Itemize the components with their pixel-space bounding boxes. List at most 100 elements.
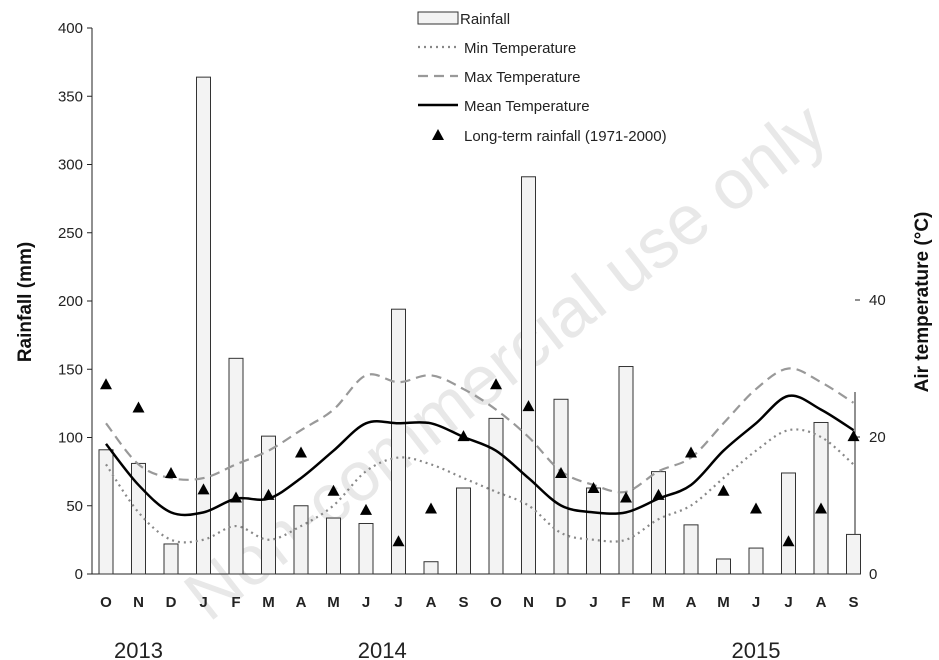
month-label: M <box>327 594 340 611</box>
line-min-temperature <box>105 428 855 544</box>
rainfall-bar <box>846 533 861 575</box>
month-label: A <box>816 594 827 611</box>
rainfall-bar <box>261 435 276 575</box>
y2-axis-title: Air temperature (°C) <box>912 212 933 393</box>
month-label: M <box>652 594 665 611</box>
rainfall-bar <box>326 517 341 575</box>
left-tick-label: 100 <box>58 430 83 447</box>
right-tick-label: 40 <box>869 292 886 309</box>
long-term-marker <box>360 503 372 515</box>
rainfall-bars <box>98 76 861 575</box>
year-label: 2014 <box>358 638 407 660</box>
month-label: A <box>296 594 307 611</box>
legend-label: Long-term rainfall (1971-2000) <box>464 128 667 145</box>
month-label: D <box>556 594 567 611</box>
rainfall-bar <box>391 308 406 575</box>
rainfall-bar <box>781 472 796 575</box>
rainfall-bar <box>488 417 504 575</box>
rainfall-bar <box>293 505 309 575</box>
long-term-marker <box>522 400 535 412</box>
year-label: 2013 <box>114 638 163 660</box>
month-label: J <box>752 594 760 611</box>
left-tick-label: 300 <box>58 157 83 174</box>
month-label: F <box>231 594 240 611</box>
left-tick-label: 150 <box>58 361 83 378</box>
legend-label: Rainfall <box>460 11 510 28</box>
month-label: S <box>458 594 468 611</box>
legend-label: Mean Temperature <box>464 98 590 115</box>
rainfall-bar <box>163 543 179 575</box>
month-label: J <box>394 594 402 611</box>
month-label: N <box>133 594 144 611</box>
month-label: S <box>848 594 858 611</box>
long-term-marker <box>847 430 860 442</box>
long-term-markers <box>100 378 860 547</box>
rainfall-bar <box>196 76 211 575</box>
long-term-marker <box>815 502 827 514</box>
rainfall-bar <box>553 398 569 575</box>
legend-swatch-triangle <box>432 129 444 140</box>
rainfall-bar <box>716 558 731 575</box>
right-tick-label: 0 <box>869 566 877 583</box>
long-term-marker <box>132 401 145 413</box>
month-label: J <box>589 594 597 611</box>
long-term-marker <box>327 484 340 496</box>
rainfall-bar <box>521 176 536 575</box>
month-label: O <box>490 594 502 611</box>
long-term-marker <box>750 502 762 514</box>
long-term-marker <box>457 430 470 442</box>
long-term-marker <box>295 446 307 458</box>
month-label: O <box>100 594 112 611</box>
year-label: 2015 <box>732 638 781 660</box>
line-max-temperature <box>105 367 855 494</box>
month-label: M <box>717 594 730 611</box>
left-tick-label: 200 <box>58 293 83 310</box>
long-term-marker <box>197 483 210 495</box>
legend-swatch-rainfall <box>417 11 459 25</box>
month-label: A <box>686 594 697 611</box>
long-term-marker <box>587 482 600 494</box>
left-tick-label: 400 <box>58 20 83 37</box>
left-tick-label: 0 <box>75 566 83 583</box>
long-term-marker <box>392 535 405 547</box>
rainfall-bar <box>748 547 764 575</box>
rainfall-bar <box>358 522 374 575</box>
rainfall-bar <box>98 449 114 575</box>
long-term-marker <box>555 466 567 478</box>
long-term-marker <box>782 535 795 547</box>
long-term-marker <box>165 466 177 478</box>
rainfall-bar <box>228 357 244 575</box>
long-term-marker <box>262 488 275 500</box>
long-term-marker <box>100 378 112 390</box>
rainfall-bar <box>683 524 699 575</box>
rainfall-bar <box>813 421 829 575</box>
rainfall-bar <box>586 487 601 575</box>
month-label: J <box>199 594 207 611</box>
long-term-marker <box>490 378 502 390</box>
long-term-marker <box>652 488 665 500</box>
rainfall-bar <box>618 366 634 575</box>
left-axis: 0 50 100 150 200 250 300 350 400 <box>58 20 93 583</box>
rainfall-bar <box>456 487 471 575</box>
left-tick-label: 350 <box>58 88 83 105</box>
month-label: F <box>621 594 630 611</box>
month-label: D <box>166 594 177 611</box>
long-term-marker <box>620 491 632 503</box>
month-label: J <box>362 594 370 611</box>
long-term-marker <box>685 446 697 458</box>
y-axis-title: Rainfall (mm) <box>15 242 36 362</box>
legend-label: Min Temperature <box>464 40 576 57</box>
month-label: M <box>262 594 275 611</box>
legend-label: Max Temperature <box>464 69 580 86</box>
legend: Rainfall Min Temperature Max Temperature Me… <box>417 11 667 145</box>
long-term-marker <box>425 502 437 514</box>
month-label: A <box>426 594 437 611</box>
month-label: N <box>523 594 534 611</box>
right-tick-label: 20 <box>869 429 886 446</box>
long-term-marker <box>717 484 730 496</box>
rainfall-bar <box>423 561 439 575</box>
long-term-marker <box>230 491 242 503</box>
month-label: J <box>784 594 792 611</box>
left-tick-label: 50 <box>66 498 83 515</box>
